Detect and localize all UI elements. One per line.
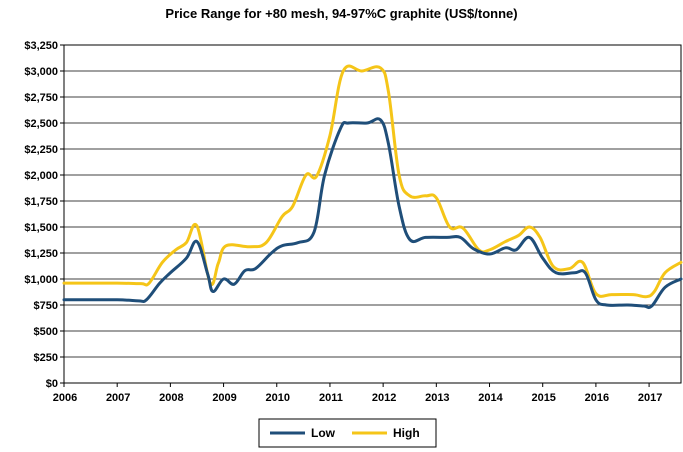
y-tick-label: $1,250: [24, 248, 58, 260]
y-tick-label: $2,500: [24, 118, 58, 130]
y-tick-label: $2,250: [24, 144, 58, 156]
x-tick-label: 2013: [425, 392, 449, 404]
x-tick-label: 2009: [212, 392, 236, 404]
y-tick-label: $3,000: [24, 66, 58, 78]
x-tick-label: 2016: [585, 392, 609, 404]
y-tick-label: $2,000: [24, 170, 58, 182]
y-tick-label: $1,750: [24, 196, 58, 208]
y-tick-label: $500: [34, 326, 58, 338]
y-tick-label: $2,750: [24, 92, 58, 104]
x-tick-label: 2015: [531, 392, 555, 404]
y-tick-label: $1,000: [24, 274, 58, 286]
y-tick-label: $3,250: [24, 40, 58, 52]
series-line-low: [62, 117, 683, 310]
x-tick-label: 2011: [319, 392, 343, 404]
series-lines: [62, 64, 683, 310]
legend-label-high: High: [393, 426, 420, 440]
series-line-high: [62, 64, 683, 299]
x-tick-label: 2014: [478, 392, 503, 404]
y-tick-label: $750: [34, 300, 58, 312]
x-tick-label: 2010: [266, 392, 290, 404]
grid-lines: [64, 44, 681, 384]
x-tick-label: 2007: [106, 392, 130, 404]
plot-area: [63, 44, 682, 384]
y-axis-ticks: $0 $250 $500 $750 $1,000 $1,250 $1,500 $1,750 $2…: [24, 40, 64, 390]
x-tick-label: 2017: [638, 392, 662, 404]
x-tick-label: 2006: [53, 392, 77, 404]
legend-label-low: Low: [311, 426, 336, 440]
y-tick-label: $250: [34, 352, 58, 364]
y-tick-label: $0: [46, 378, 58, 390]
y-tick-label: $1,500: [24, 222, 58, 234]
x-tick-label: 2012: [372, 392, 396, 404]
x-axis-ticks: 2006 2007 2008 2009 2010 2011 2012 2013 2014 2015…: [53, 383, 662, 404]
legend: Low High: [258, 418, 437, 448]
chart-title: Price Range for +80 mesh, 94-97%C graphi…: [165, 6, 518, 21]
x-tick-label: 2008: [159, 392, 183, 404]
